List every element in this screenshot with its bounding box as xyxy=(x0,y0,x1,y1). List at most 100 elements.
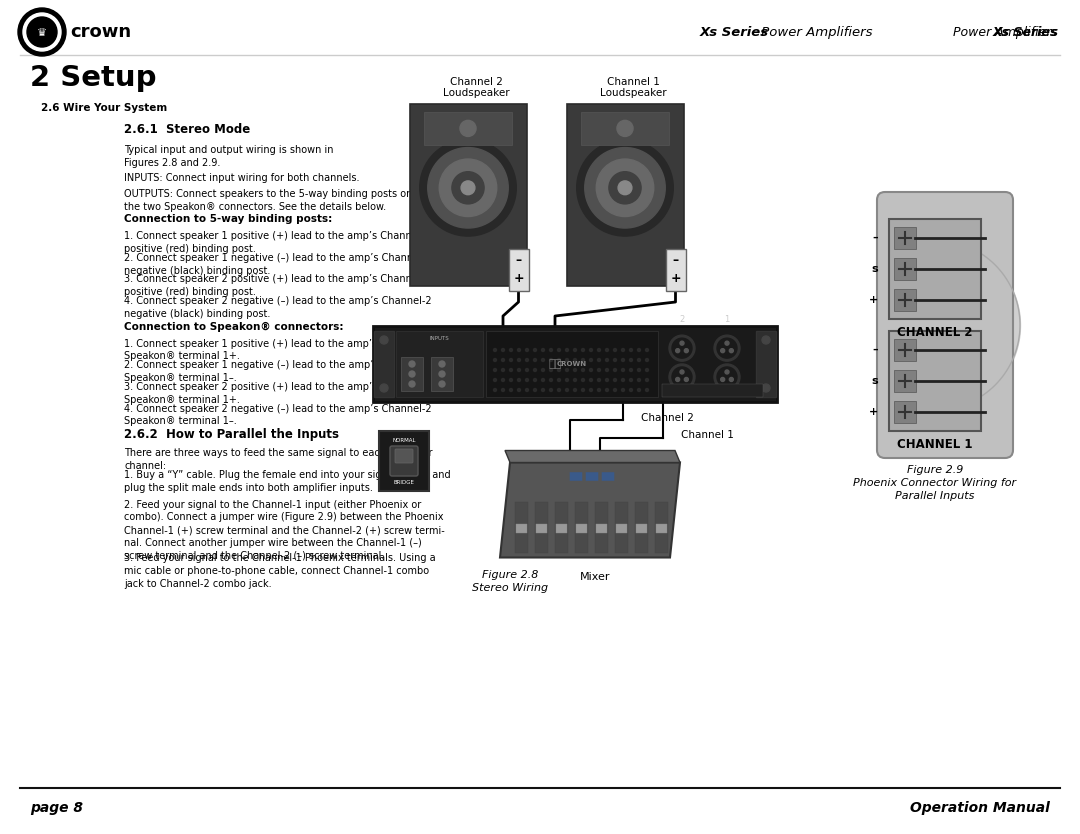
Circle shape xyxy=(630,349,633,351)
Text: BRIDGE: BRIDGE xyxy=(393,480,415,485)
FancyBboxPatch shape xyxy=(509,249,528,291)
Circle shape xyxy=(646,379,648,381)
Circle shape xyxy=(597,349,600,351)
Text: Figure 2.9
Phoenix Connector Wiring for
Parallel Inputs: Figure 2.9 Phoenix Connector Wiring for … xyxy=(853,465,1016,501)
Circle shape xyxy=(409,381,415,387)
Circle shape xyxy=(729,349,733,353)
FancyBboxPatch shape xyxy=(595,524,607,533)
Text: Loudspeaker: Loudspeaker xyxy=(599,88,666,98)
Text: –: – xyxy=(873,345,878,355)
Circle shape xyxy=(438,361,445,367)
Circle shape xyxy=(606,349,608,351)
FancyBboxPatch shape xyxy=(635,502,648,553)
Circle shape xyxy=(646,389,648,391)
Circle shape xyxy=(676,378,679,381)
Circle shape xyxy=(590,359,593,361)
Circle shape xyxy=(573,389,577,391)
Circle shape xyxy=(550,359,553,361)
Circle shape xyxy=(541,349,544,351)
Text: Power Amplifiers: Power Amplifiers xyxy=(757,26,873,38)
Circle shape xyxy=(510,349,513,351)
Text: Typical input and output wiring is shown in
Figures 2.8 and 2.9.: Typical input and output wiring is shown… xyxy=(124,145,334,168)
Circle shape xyxy=(613,379,617,381)
Circle shape xyxy=(646,369,648,371)
Circle shape xyxy=(630,359,633,361)
Circle shape xyxy=(550,379,553,381)
Circle shape xyxy=(717,338,737,358)
Circle shape xyxy=(566,349,568,351)
Circle shape xyxy=(438,371,445,377)
FancyBboxPatch shape xyxy=(654,502,667,553)
Text: Power Amplifiers: Power Amplifiers xyxy=(909,26,1058,38)
FancyBboxPatch shape xyxy=(423,112,512,145)
FancyBboxPatch shape xyxy=(576,524,586,533)
Circle shape xyxy=(526,369,528,371)
Polygon shape xyxy=(505,450,680,463)
Circle shape xyxy=(409,371,415,377)
Circle shape xyxy=(501,349,504,351)
FancyBboxPatch shape xyxy=(409,104,527,286)
Text: Xs Series: Xs Series xyxy=(993,26,1058,38)
Text: Loudspeaker: Loudspeaker xyxy=(443,88,510,98)
FancyBboxPatch shape xyxy=(889,331,981,431)
Circle shape xyxy=(494,379,497,381)
Circle shape xyxy=(637,369,640,371)
Text: CHANNEL 2: CHANNEL 2 xyxy=(897,326,973,339)
Circle shape xyxy=(420,139,516,236)
FancyBboxPatch shape xyxy=(379,431,429,491)
Circle shape xyxy=(557,359,561,361)
Circle shape xyxy=(461,181,475,194)
Text: 1. Connect speaker 1 positive (+) lead to the amp’s Channel-1
Speakon® terminal : 1. Connect speaker 1 positive (+) lead t… xyxy=(124,339,430,361)
Circle shape xyxy=(510,359,513,361)
Circle shape xyxy=(669,335,696,361)
Circle shape xyxy=(613,369,617,371)
Circle shape xyxy=(541,369,544,371)
Text: Operation Manual: Operation Manual xyxy=(910,801,1050,815)
FancyBboxPatch shape xyxy=(554,502,567,553)
Circle shape xyxy=(557,379,561,381)
Text: There are three ways to feed the same signal to each amplifier
channel:: There are three ways to feed the same si… xyxy=(124,448,433,470)
FancyBboxPatch shape xyxy=(401,357,423,391)
FancyBboxPatch shape xyxy=(395,449,413,463)
FancyBboxPatch shape xyxy=(555,524,567,533)
Circle shape xyxy=(590,389,593,391)
FancyBboxPatch shape xyxy=(535,502,548,553)
Text: 2.6.2  How to Parallel the Inputs: 2.6.2 How to Parallel the Inputs xyxy=(124,428,339,441)
Circle shape xyxy=(617,120,633,137)
Circle shape xyxy=(762,384,770,392)
Circle shape xyxy=(646,349,648,351)
Circle shape xyxy=(534,389,537,391)
Circle shape xyxy=(573,379,577,381)
Text: Xs Series: Xs Series xyxy=(700,26,769,38)
Circle shape xyxy=(550,349,553,351)
Circle shape xyxy=(526,389,528,391)
Circle shape xyxy=(714,335,740,361)
Circle shape xyxy=(720,349,725,353)
Circle shape xyxy=(606,359,608,361)
Text: Figure 2.8
Stereo Wiring: Figure 2.8 Stereo Wiring xyxy=(472,570,548,593)
Circle shape xyxy=(637,379,640,381)
Text: s: s xyxy=(872,264,878,274)
Circle shape xyxy=(494,369,497,371)
Text: 4. Connect speaker 2 negative (–) lead to the amp’s Channel-2
Speakon® terminal : 4. Connect speaker 2 negative (–) lead t… xyxy=(124,404,432,426)
Circle shape xyxy=(438,381,445,387)
Circle shape xyxy=(621,359,624,361)
FancyBboxPatch shape xyxy=(594,502,607,553)
Text: 2. Feed your signal to the Channel-1 input (either Phoenix or
combo). Connect a : 2. Feed your signal to the Channel-1 inp… xyxy=(124,500,445,560)
Circle shape xyxy=(581,379,584,381)
Circle shape xyxy=(541,379,544,381)
Circle shape xyxy=(606,379,608,381)
Circle shape xyxy=(501,389,504,391)
Circle shape xyxy=(517,359,521,361)
FancyBboxPatch shape xyxy=(756,331,777,397)
FancyBboxPatch shape xyxy=(894,227,916,249)
Circle shape xyxy=(451,172,484,203)
FancyBboxPatch shape xyxy=(665,249,686,291)
Circle shape xyxy=(573,369,577,371)
Circle shape xyxy=(517,369,521,371)
Text: 4. Connect speaker 2 negative (–) lead to the amp’s Channel-2
negative (black) b: 4. Connect speaker 2 negative (–) lead t… xyxy=(124,296,432,319)
Circle shape xyxy=(646,359,648,361)
Circle shape xyxy=(669,364,696,390)
Circle shape xyxy=(714,364,740,390)
Text: +: + xyxy=(868,407,878,417)
